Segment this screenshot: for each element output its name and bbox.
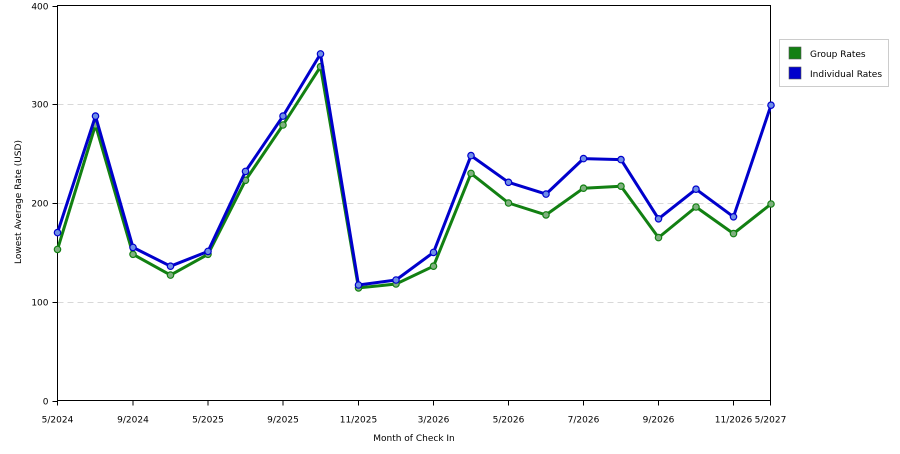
data-point[interactable] (654, 215, 663, 223)
data-point[interactable] (392, 276, 400, 284)
data-point[interactable] (204, 247, 212, 256)
data-point[interactable] (579, 184, 588, 193)
data-point[interactable] (241, 167, 250, 176)
data-point[interactable] (579, 154, 588, 163)
data-point[interactable] (767, 200, 775, 208)
y-tick-label: 100 (31, 299, 48, 309)
data-point[interactable] (354, 281, 363, 289)
x-tick-label: 5/2027 (755, 416, 787, 426)
data-point[interactable] (316, 50, 325, 58)
x-tick-label: 5/2025 (192, 416, 224, 426)
legend-swatch-individual-rates (788, 66, 802, 80)
x-ticks: 5/2024 9/2024 5/2025 9/2025 11/2025 3/2026 5/2… (42, 400, 787, 426)
data-point[interactable] (617, 155, 625, 164)
data-point[interactable] (767, 101, 775, 110)
x-tick-label: 3/2026 (418, 416, 450, 426)
x-tick-label: 11/2026 (715, 416, 753, 426)
legend-swatch-group-rates (788, 46, 802, 60)
y-tick-label: 200 (31, 200, 48, 210)
data-point[interactable] (729, 213, 738, 221)
data-point[interactable] (692, 203, 700, 211)
data-point[interactable] (542, 211, 550, 219)
axis-layer (57, 5, 771, 401)
x-tick-label: 7/2026 (568, 416, 600, 426)
data-point[interactable] (504, 199, 513, 207)
x-tick-label: 5/2026 (493, 416, 525, 426)
x-tick-label: 9/2024 (117, 416, 149, 426)
series-individual-rates (53, 50, 775, 289)
y-axis-title: Lowest Average Rate (USD) (14, 140, 24, 264)
data-point[interactable] (166, 262, 175, 271)
x-tick-label: 9/2025 (267, 416, 299, 426)
data-point[interactable] (53, 228, 62, 237)
grid-layer (57, 104, 771, 303)
data-point[interactable] (617, 182, 625, 191)
data-point[interactable] (654, 233, 663, 242)
y-ticks: 0 100 200 300 400 (31, 3, 58, 408)
data-point[interactable] (279, 112, 287, 120)
data-point[interactable] (279, 121, 287, 129)
series-layer (53, 50, 775, 292)
data-point[interactable] (53, 245, 62, 254)
series-line-individual-rates (56, 52, 773, 287)
data-point[interactable] (429, 262, 438, 271)
x-tick-label: 11/2025 (340, 416, 377, 426)
series-group-rates (53, 62, 775, 292)
data-point[interactable] (129, 243, 137, 252)
y-tick-label: 0 (43, 398, 49, 408)
data-point[interactable] (91, 112, 100, 120)
data-point[interactable] (542, 190, 550, 198)
y-tick-label: 300 (31, 101, 48, 111)
y-tick-label: 400 (31, 3, 48, 13)
series-line-group-rates (56, 65, 772, 290)
data-point[interactable] (504, 178, 513, 187)
data-point[interactable] (429, 248, 438, 257)
legend-label-individual-rates: Individual Rates (810, 70, 882, 80)
legend: Group Rates Individual Rates (779, 39, 889, 87)
data-point[interactable] (692, 185, 700, 194)
data-point[interactable] (729, 229, 738, 238)
data-point[interactable] (129, 250, 137, 259)
data-point[interactable] (467, 169, 475, 178)
data-point[interactable] (467, 151, 475, 160)
x-axis-title: Month of Check In (373, 434, 455, 444)
x-tick-label: 9/2026 (643, 416, 675, 426)
plot-frame (57, 5, 771, 401)
data-point[interactable] (166, 271, 175, 279)
x-tick-label: 5/2024 (42, 416, 74, 426)
legend-label-group-rates: Group Rates (810, 50, 866, 60)
